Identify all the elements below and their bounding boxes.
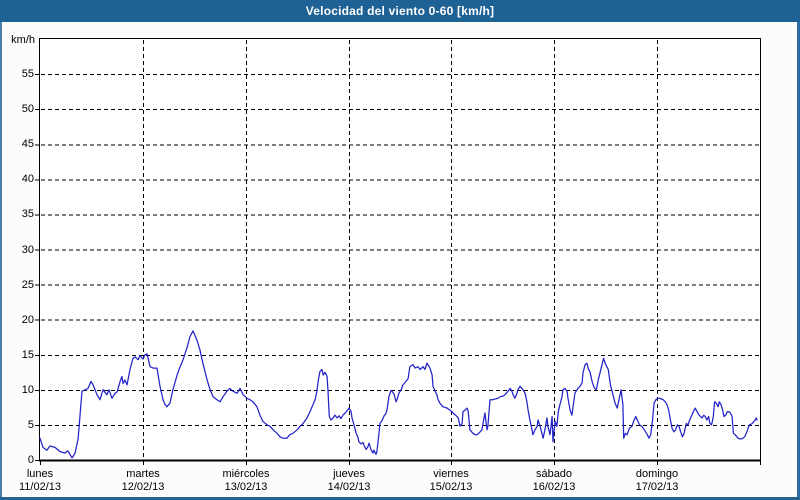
x-axis-day-label: domingo <box>635 468 679 480</box>
y-axis-label: 55 <box>21 68 34 80</box>
y-axis-label: 30 <box>21 244 34 256</box>
x-axis-date-label: 17/02/13 <box>635 481 679 493</box>
x-axis-date-label: 12/02/13 <box>121 481 165 493</box>
y-axis-label: 20 <box>21 314 34 326</box>
y-axis-unit-label: km/h <box>11 34 35 46</box>
x-axis-day-label: sábado <box>535 468 573 480</box>
x-axis-day-label: martes <box>126 468 160 480</box>
window-border-bottom <box>0 497 800 500</box>
x-axis-day-label: miércoles <box>222 468 270 480</box>
y-axis-label: 40 <box>21 173 34 185</box>
y-axis-label: 15 <box>21 349 34 361</box>
x-axis-day-label: jueves <box>333 468 365 480</box>
y-axis-label: 10 <box>21 384 34 396</box>
window-border-left <box>0 22 2 500</box>
x-axis-date-label: 13/02/13 <box>224 481 268 493</box>
x-axis-date-label: 15/02/13 <box>429 481 473 493</box>
wind-speed-line <box>39 330 758 459</box>
y-axis-label: 25 <box>21 279 34 291</box>
x-axis-date-label: 14/02/13 <box>327 481 371 493</box>
y-axis-label: 35 <box>21 208 34 220</box>
x-axis-date-label: 11/02/13 <box>18 481 61 493</box>
window-border-right <box>797 22 800 500</box>
x-axis-date-label: 16/02/13 <box>532 481 576 493</box>
title-bar: Velocidad del viento 0-60 [km/h] <box>0 0 800 22</box>
y-axis-label: 45 <box>21 138 34 150</box>
y-axis-label: 0 <box>27 454 34 466</box>
y-axis-label: 50 <box>21 103 34 115</box>
y-axis-label: 5 <box>27 419 34 431</box>
x-axis-day-label: viernes <box>433 468 469 480</box>
x-axis-day-label: lunes <box>26 468 54 480</box>
